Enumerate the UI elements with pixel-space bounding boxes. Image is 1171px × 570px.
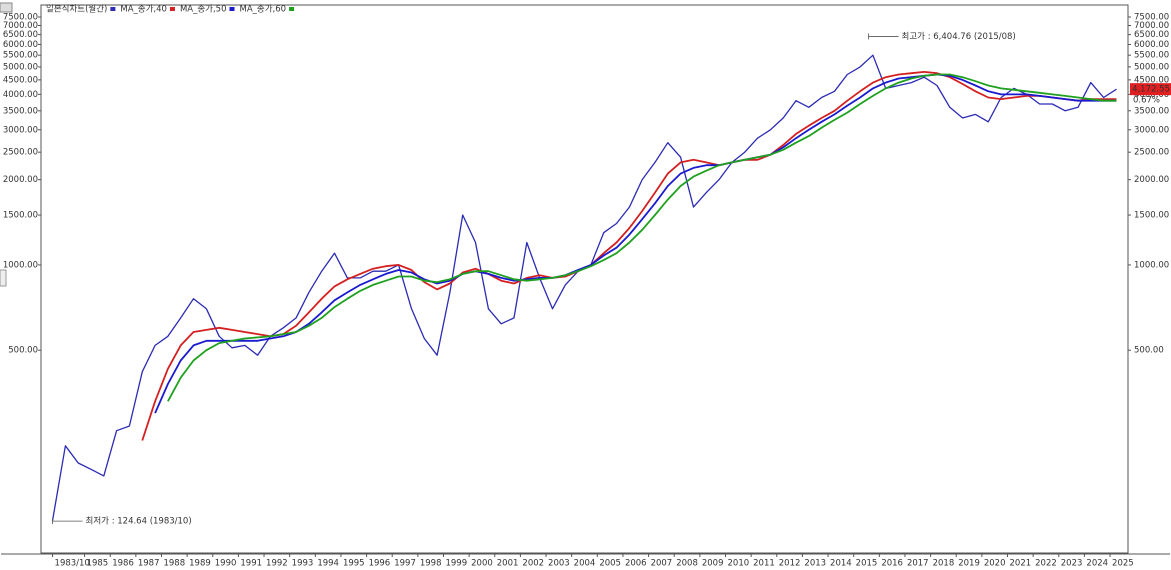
x-tick-label: 2022 xyxy=(1035,559,1057,569)
legend-label: MA_종가,40 xyxy=(120,5,167,15)
annotation-label: 최저가 : 124.64 (1983/10) xyxy=(86,516,192,527)
y-tick-label: 6500.00 xyxy=(1134,30,1169,40)
legend-label: MA_종가,50 xyxy=(180,5,227,15)
y-tick-label: 7000.00 xyxy=(1134,21,1169,31)
x-tick-label: 2011 xyxy=(753,559,775,569)
y-tick-label: 2000.00 xyxy=(1134,175,1169,185)
x-tick-label: 2008 xyxy=(676,559,698,569)
y-tick-label: 4000.00 xyxy=(3,90,38,100)
y-tick-label: 3500.00 xyxy=(1134,106,1169,116)
y-tick-label: 1500.00 xyxy=(1134,211,1169,221)
x-tick-label: 2024 xyxy=(1086,559,1108,569)
legend-swatch xyxy=(289,7,295,11)
x-tick-label: 2025 xyxy=(1112,559,1134,569)
x-tick-label: 2017 xyxy=(907,559,929,569)
x-tick-label: 2016 xyxy=(881,559,903,569)
y-tick-label: 2500.00 xyxy=(1134,148,1169,158)
y-tick-label: 7500.00 xyxy=(3,13,38,23)
x-tick-label: 1983/10 xyxy=(55,559,90,569)
x-tick-label: 2000 xyxy=(471,559,493,569)
legend-swatch xyxy=(229,7,235,11)
legend-label: 일본식차트(월간) xyxy=(46,4,107,15)
x-tick-label: 1991 xyxy=(240,559,262,569)
x-tick-label: 2018 xyxy=(933,559,955,569)
scroll-button[interactable] xyxy=(0,2,13,13)
x-tick-label: 1995 xyxy=(343,559,365,569)
y-tick-label: 2000.00 xyxy=(3,175,38,185)
x-tick-label: 1998 xyxy=(420,559,442,569)
x-tick-label: 1986 xyxy=(112,559,134,569)
x-tick-label: 1989 xyxy=(189,559,211,569)
x-tick-label: 2007 xyxy=(651,559,673,569)
x-tick-label: 2005 xyxy=(599,559,621,569)
x-tick-label: 1990 xyxy=(215,559,237,569)
y-tick-label: 3000.00 xyxy=(3,125,38,135)
plot-frame xyxy=(40,4,1129,554)
x-tick-label: 2003 xyxy=(548,559,570,569)
x-tick-label: 1994 xyxy=(317,559,339,569)
x-tick-label: 2009 xyxy=(702,559,724,569)
y-tick-label: 3500.00 xyxy=(3,106,38,116)
legend-label: MA_종가,60 xyxy=(240,5,287,15)
x-tick-label: 2010 xyxy=(728,559,750,569)
x-tick-label: 1985 xyxy=(87,559,109,569)
y-tick-label: 6000.00 xyxy=(3,40,38,50)
y-tick-label: 7000.00 xyxy=(3,21,38,31)
x-tick-label: 2019 xyxy=(958,559,980,569)
y-tick-label: 1000.00 xyxy=(3,260,38,270)
y-tick-label: 500.00 xyxy=(8,346,38,356)
x-tick-label: 2004 xyxy=(574,559,596,569)
y-tick-label: 4500.00 xyxy=(1134,75,1169,85)
y-tick-label: 4500.00 xyxy=(3,75,38,85)
x-tick-label: 2023 xyxy=(1061,559,1083,569)
y-tick-label: 6000.00 xyxy=(1134,40,1169,50)
x-tick-label: 1999 xyxy=(445,559,467,569)
x-tick-label: 2006 xyxy=(625,559,647,569)
legend-swatch xyxy=(169,7,175,11)
x-tick-label: 2002 xyxy=(522,559,544,569)
side-handle[interactable] xyxy=(0,269,7,287)
last-price-label: 4,172.55 xyxy=(1132,85,1170,95)
x-tick-label: 2021 xyxy=(1010,559,1032,569)
x-tick-label: 2001 xyxy=(497,559,519,569)
ma-line xyxy=(141,71,1117,441)
last-price-badge xyxy=(1130,83,1171,96)
x-tick-label: 1996 xyxy=(369,559,391,569)
x-tick-label: 2020 xyxy=(984,559,1006,569)
last-price-change: 0.67% xyxy=(1133,96,1160,106)
y-tick-label: 5000.00 xyxy=(3,62,38,72)
y-tick-label: 2500.00 xyxy=(3,148,38,158)
annotation-label: 최고가 : 6,404.76 (2015/08) xyxy=(902,31,1016,42)
y-tick-label: 1500.00 xyxy=(3,211,38,221)
ma-line xyxy=(167,73,1117,402)
x-tick-label: 1997 xyxy=(394,559,416,569)
y-tick-label: 500.00 xyxy=(1134,346,1164,356)
y-tick-label: 5500.00 xyxy=(1134,51,1169,61)
x-tick-label: 2014 xyxy=(830,559,852,569)
x-tick-label: 1992 xyxy=(266,559,288,569)
x-tick-label: 1993 xyxy=(292,559,314,569)
x-tick-label: 2015 xyxy=(856,559,878,569)
x-tick-label: 2012 xyxy=(779,559,801,569)
y-tick-label: 5000.00 xyxy=(1134,62,1169,72)
y-tick-label: 7500.00 xyxy=(1134,13,1169,23)
y-tick-label: 1000.00 xyxy=(1134,260,1169,270)
legend-swatch xyxy=(110,7,116,11)
y-tick-label: 6500.00 xyxy=(3,30,38,40)
x-tick-label: 2013 xyxy=(804,559,826,569)
y-tick-label: 3000.00 xyxy=(1134,125,1169,135)
x-tick-label: 1987 xyxy=(138,559,160,569)
x-tick-label: 1988 xyxy=(163,559,185,569)
y-tick-label: 5500.00 xyxy=(3,51,38,61)
ma-line xyxy=(154,73,1117,414)
